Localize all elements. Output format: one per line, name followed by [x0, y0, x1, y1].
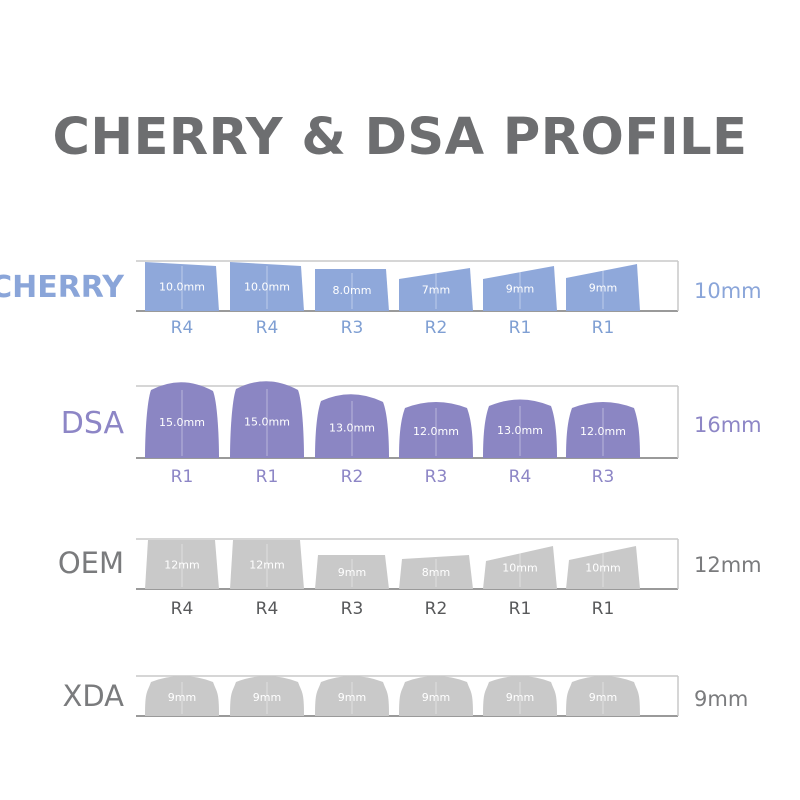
keycap-height-label: 12mm — [164, 559, 199, 572]
keycap-height-label: 8mm — [422, 566, 450, 579]
keycap-height-label: 10mm — [585, 562, 620, 575]
keycap-height-label: 9mm — [589, 691, 617, 704]
row-label: R4 — [509, 467, 532, 487]
row-label: R1 — [509, 318, 532, 338]
keycap: 15.0mm R1 — [230, 381, 304, 487]
keycap-height-label: 7mm — [422, 284, 450, 297]
keycap: 10mm R1 — [566, 546, 640, 619]
keycap-height-label: 9mm — [422, 691, 450, 704]
keycap: 9mm R1 — [566, 264, 640, 338]
keycap: 8mm R2 — [399, 555, 473, 619]
keycap-height-label: 9mm — [338, 691, 366, 704]
keycap-height-label: 8.0mm — [333, 284, 372, 297]
row-label: R1 — [592, 599, 615, 619]
row-label: R4 — [256, 318, 279, 338]
total-height-label: 16mm — [694, 413, 762, 437]
total-height-label: 12mm — [694, 553, 762, 577]
profile-row-oem: OEM 12mm 12mm R4 12mm R4 9mm R3 8mm R2 10mm R1 10mm R… — [58, 538, 762, 619]
keycap-height-label: 12.0mm — [580, 425, 626, 438]
keycap: 13.0mm R4 — [483, 399, 557, 487]
keycap: 8.0mm R3 — [315, 269, 389, 338]
profile-row-cherry: CHERRY 10mm 10.0mm R4 10.0mm R4 8.0mm R3 7mm R2 9m… — [0, 260, 762, 338]
keycap: 13.0mm R2 — [315, 394, 389, 487]
keycap-height-label: 9mm — [253, 691, 281, 704]
row-label: R4 — [171, 599, 194, 619]
keycap: 9mm — [483, 676, 557, 716]
keycap: 12.0mm R3 — [399, 402, 473, 487]
row-label: R2 — [425, 599, 448, 619]
keycap-height-label: 9mm — [168, 691, 196, 704]
keycap: 12.0mm R3 — [566, 402, 640, 487]
row-label: R1 — [171, 467, 194, 487]
total-height-label: 10mm — [694, 279, 762, 303]
keycap-height-label: 9mm — [589, 282, 617, 295]
keycap: 9mm R3 — [315, 555, 389, 619]
keycap: 9mm — [399, 676, 473, 716]
row-label: R1 — [256, 467, 279, 487]
total-height-label: 9mm — [694, 687, 748, 711]
profile-name: CHERRY — [0, 270, 125, 305]
row-label: R4 — [256, 599, 279, 619]
keycap-height-label: 13.0mm — [497, 424, 543, 437]
row-label: R1 — [592, 318, 615, 338]
keycap-height-label: 13.0mm — [329, 422, 375, 435]
keycap: 9mm R1 — [483, 266, 557, 338]
row-label: R3 — [592, 467, 615, 487]
keycap: 12mm R4 — [230, 540, 304, 619]
profile-row-xda: XDA 9mm 9mm 9mm 9mm 9mm 9mm 9mm — [62, 675, 748, 717]
keycap-height-label: 9mm — [506, 691, 534, 704]
keycap: 10mm R1 — [483, 546, 557, 619]
keycap-height-label: 9mm — [338, 566, 366, 579]
keycap: 9mm — [230, 676, 304, 716]
keycap-height-label: 12.0mm — [413, 425, 459, 438]
keycap-height-label: 9mm — [506, 283, 534, 296]
profile-row-dsa: DSA 16mm15.0mmR115.0mmR113.0mmR212.0mmR31… — [61, 381, 762, 487]
profile-name: OEM — [58, 546, 124, 580]
keycap: 7mm R2 — [399, 268, 473, 338]
row-label: R1 — [509, 599, 532, 619]
keycap: 9mm — [315, 676, 389, 716]
keycap: 10.0mm R4 — [145, 262, 219, 338]
page-title: CHERRY & DSA PROFILE — [52, 108, 748, 167]
row-label: R4 — [171, 318, 194, 338]
keycap-height-label: 10mm — [502, 562, 537, 575]
keycap: 9mm — [145, 676, 219, 716]
keycap: 12mm R4 — [145, 540, 219, 619]
keycap: 15.0mm R1 — [145, 382, 219, 487]
keycap-height-label: 10.0mm — [244, 281, 290, 294]
row-label: R3 — [341, 599, 364, 619]
keycap-height-label: 10.0mm — [159, 281, 205, 294]
profile-name: XDA — [62, 679, 124, 713]
keycap-height-label: 15.0mm — [159, 416, 205, 429]
row-label: R2 — [425, 318, 448, 338]
keycap: 9mm — [566, 676, 640, 716]
keycap-height-label: 15.0mm — [244, 416, 290, 429]
row-label: R2 — [341, 467, 364, 487]
row-label: R3 — [341, 318, 364, 338]
keycap: 10.0mm R4 — [230, 262, 304, 338]
profile-name: DSA — [61, 406, 125, 441]
row-label: R3 — [425, 467, 448, 487]
keycap-height-label: 12mm — [249, 559, 284, 572]
